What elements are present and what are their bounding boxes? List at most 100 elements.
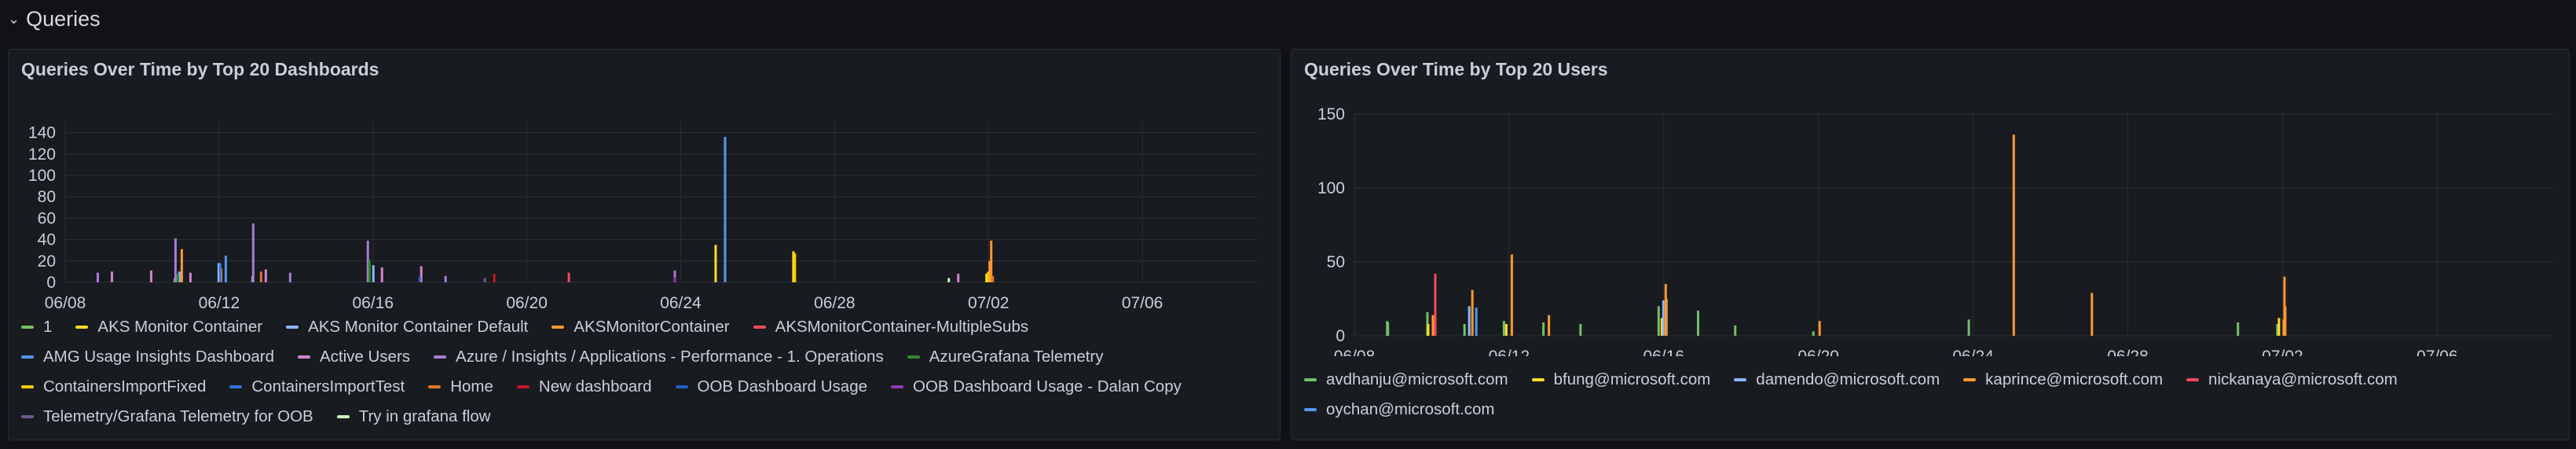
legend-item[interactable]: avdhanju@microsoft.com: [1304, 368, 1508, 392]
y-tick-label: 0: [46, 274, 56, 292]
bar: [1579, 323, 1582, 336]
legend-swatch: [907, 355, 920, 359]
x-tick-label: 06/12: [199, 294, 240, 309]
bar: [96, 272, 99, 282]
x-tick-label: 06/24: [1952, 348, 1994, 356]
legend-swatch: [753, 326, 766, 329]
legend-item[interactable]: OOB Dashboard Usage - Dalan Copy: [891, 375, 1182, 399]
bar: [673, 277, 676, 282]
legend-item[interactable]: Telemetry/Grafana Telemetry for OOB: [21, 405, 313, 429]
x-tick-label: 07/02: [2262, 348, 2303, 356]
bar: [2284, 306, 2287, 336]
legend-item[interactable]: ContainersImportTest: [229, 375, 405, 399]
legend-swatch: [1304, 408, 1317, 411]
legend-item[interactable]: oychan@microsoft.com: [1304, 398, 1495, 421]
bar: [1387, 322, 1390, 336]
legend-item[interactable]: Azure / Insights / Applications - Perfor…: [434, 345, 884, 369]
legend-swatch: [1734, 378, 1747, 381]
legend-item[interactable]: damendo@microsoft.com: [1734, 368, 1940, 392]
bar: [714, 245, 717, 282]
x-tick-label: 07/06: [1122, 294, 1163, 309]
legend-label: bfung@microsoft.com: [1553, 370, 1711, 388]
legend-item[interactable]: AzureGrafana Telemetry: [907, 345, 1104, 369]
bar: [991, 275, 995, 282]
bar: [567, 272, 570, 282]
panel-queries-by-dashboards[interactable]: Queries Over Time by Top 20 Dashboards 0…: [8, 49, 1281, 440]
bar: [1665, 299, 1668, 336]
bar: [288, 272, 291, 282]
x-tick-label: 06/24: [660, 294, 702, 309]
bar: [259, 271, 262, 282]
bar: [380, 267, 383, 282]
x-tick-label: 06/08: [45, 294, 86, 309]
bar: [493, 274, 496, 282]
bar: [2090, 293, 2094, 336]
bar: [1468, 306, 1471, 336]
y-tick-label: 140: [28, 124, 56, 142]
legend-label: New dashboard: [538, 377, 652, 396]
bar: [444, 275, 447, 282]
bar: [1548, 315, 1551, 336]
legend-item[interactable]: AKSMonitorContainer: [551, 315, 730, 339]
legend-item[interactable]: Home: [428, 375, 493, 399]
chart-legend: 1 AKS Monitor Container AKS Monitor Contai…: [21, 315, 1267, 429]
legend-item[interactable]: AMG Usage Insights Dashboard: [21, 345, 274, 369]
legend-item[interactable]: OOB Dashboard Usage: [675, 375, 867, 399]
x-tick-label: 07/02: [968, 294, 1010, 309]
x-tick-label: 06/16: [1643, 348, 1685, 356]
legend-item[interactable]: AKS Monitor Container Default: [286, 315, 528, 339]
chart-dashboards: 0 20 40 60 80 100 120 140 06/08 06/12 06/16 06/20 06…: [28, 122, 1258, 309]
row-header-queries[interactable]: ⌄ Queries: [8, 3, 101, 35]
legend-label: OOB Dashboard Usage - Dalan Copy: [913, 377, 1182, 396]
bar: [1504, 323, 1508, 336]
legend-label: AKS Monitor Container: [97, 318, 263, 336]
bar: [792, 251, 795, 282]
legend-item[interactable]: AKS Monitor Container: [75, 315, 262, 339]
y-tick-label: 60: [38, 209, 56, 227]
legend-label: AzureGrafana Telemetry: [929, 348, 1104, 366]
legend-item[interactable]: kaprince@microsoft.com: [1963, 368, 2163, 392]
legend-item[interactable]: AKSMonitorContainer-MultipleSubs: [753, 315, 1028, 339]
legend-item[interactable]: bfung@microsoft.com: [1531, 368, 1711, 392]
legend-label: Azure / Insights / Applications - Perfor…: [456, 348, 884, 366]
legend-swatch: [428, 385, 442, 388]
legend-label: oychan@microsoft.com: [1326, 400, 1495, 418]
bar: [988, 260, 991, 282]
legend-label: Active Users: [319, 348, 411, 366]
legend-item[interactable]: Active Users: [297, 345, 411, 369]
legend-label: AKSMonitorContainer-MultipleSubs: [775, 318, 1029, 336]
x-tick-label: 06/12: [1489, 348, 1530, 356]
legend-label: Telemetry/Grafana Telemetry for OOB: [43, 407, 313, 425]
legend-item[interactable]: nickanaya@microsoft.com: [2186, 368, 2398, 392]
bar: [1967, 319, 1970, 336]
bar: [368, 259, 371, 282]
legend-swatch: [675, 385, 688, 388]
y-tick-label: 80: [38, 188, 56, 206]
legend-label: ContainersImportFixed: [43, 377, 207, 396]
legend-swatch: [891, 385, 904, 388]
bar: [724, 137, 727, 282]
legend-item[interactable]: New dashboard: [516, 375, 652, 399]
panel-queries-by-users[interactable]: Queries Over Time by Top 20 Users 0 50 100…: [1291, 49, 2570, 440]
y-tick-label: 40: [38, 231, 56, 249]
bar: [947, 278, 951, 282]
bar: [418, 277, 421, 282]
bar: [1818, 321, 1821, 336]
bar: [174, 238, 177, 282]
legend-swatch: [2186, 378, 2200, 381]
panel-title: Queries Over Time by Top 20 Users: [1304, 59, 1608, 79]
x-tick-label: 06/20: [1797, 348, 1839, 356]
bar: [1502, 321, 1505, 336]
bar: [218, 263, 222, 282]
bar: [420, 266, 423, 282]
legend-item[interactable]: 1: [21, 315, 52, 339]
bar: [957, 274, 960, 282]
bar: [251, 223, 255, 282]
y-tick-label: 100: [28, 167, 56, 185]
legend-item[interactable]: Try in grafana flow: [336, 405, 491, 429]
legend-item[interactable]: ContainersImportFixed: [21, 375, 206, 399]
x-tick-label: 07/06: [2417, 348, 2458, 356]
legend-swatch: [1963, 378, 1977, 381]
x-tick-label: 06/28: [2107, 348, 2149, 356]
legend-swatch: [21, 355, 34, 359]
